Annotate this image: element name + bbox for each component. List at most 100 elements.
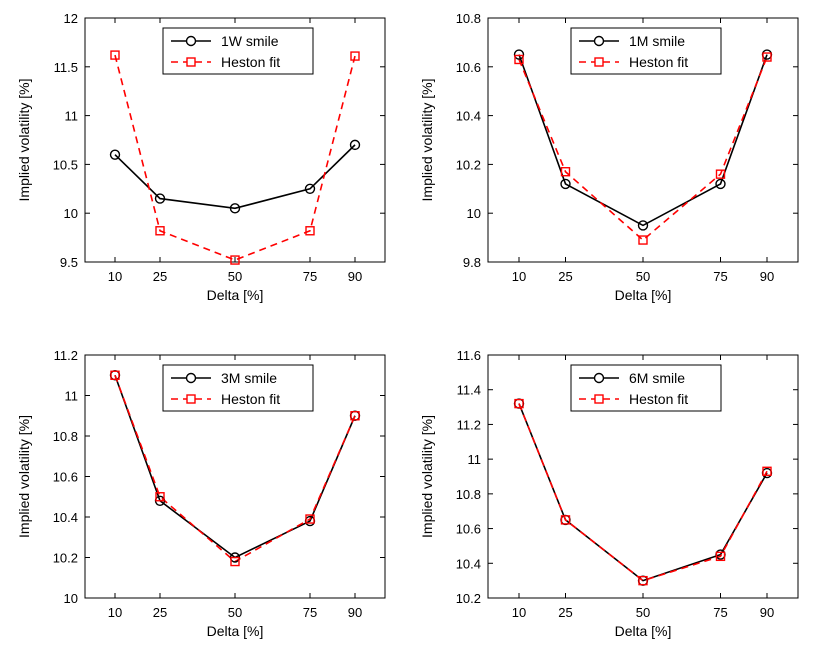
data-point-heston-fit — [514, 54, 524, 65]
legend-label: Heston fit — [629, 391, 688, 407]
y-tick-label: 10.2 — [53, 551, 78, 566]
chart-panel-1: 9.5 10 10.5 11 11.5 12 10 25 50 75 90 Delta [%] Impl… — [16, 11, 386, 303]
y-tick-label: 9.5 — [60, 255, 78, 270]
data-point-heston-fit — [155, 226, 165, 236]
x-tick-label: 50 — [636, 605, 650, 620]
data-point-smile — [715, 178, 726, 190]
x-tick-label: 90 — [348, 605, 362, 620]
y-tick-label: 11.4 — [457, 383, 481, 398]
chart-panel-2: 9.8 10 10.2 10.4 10.6 10.8 10 25 50 75 90 Delta [%]… — [419, 11, 799, 303]
data-point-heston-fit — [350, 411, 360, 421]
y-tick-label: 11 — [65, 109, 79, 124]
x-tick-label: 90 — [348, 269, 362, 284]
legend-marker-circle — [185, 372, 197, 384]
data-point-heston-fit — [762, 52, 772, 62]
y-tick-label: 10.8 — [456, 487, 481, 502]
data-point-heston-fit — [514, 398, 524, 409]
x-tick-label: 75 — [713, 269, 727, 284]
y-tick-label: 10.8 — [456, 11, 481, 26]
data-point-heston-fit — [305, 514, 315, 524]
y-tick-label: 10 — [467, 206, 481, 221]
x-axis-label: Delta [%] — [207, 623, 264, 639]
data-point-heston-fit — [110, 370, 120, 380]
y-axis-label: Implied volatility [%] — [16, 415, 32, 538]
legend-label: 1W smile — [221, 33, 279, 49]
x-tick-label: 25 — [153, 605, 167, 620]
legend-label: 1M smile — [629, 33, 685, 49]
data-point-heston-fit — [715, 551, 726, 562]
y-tick-label: 10.6 — [456, 60, 481, 75]
y-tick-label: 11 — [468, 452, 482, 467]
data-point-heston-fit — [560, 515, 571, 525]
x-tick-label: 90 — [760, 269, 774, 284]
y-tick-label: 9.8 — [463, 255, 481, 270]
x-tick-label: 10 — [512, 605, 526, 620]
x-axis-label: Delta [%] — [207, 287, 264, 303]
legend: 6M smile Heston fit — [570, 364, 722, 412]
y-tick-label: 11.6 — [457, 348, 481, 363]
y-tick-label: 11.2 — [54, 348, 78, 363]
x-tick-label: 25 — [558, 605, 572, 620]
legend-marker-square — [594, 394, 604, 404]
x-tick-label: 75 — [713, 605, 727, 620]
x-tick-label: 10 — [512, 269, 526, 284]
legend-label: Heston fit — [221, 391, 280, 407]
data-point-heston-fit — [638, 575, 648, 586]
data-point-heston-fit — [230, 556, 240, 567]
y-axis-label: Implied volatility [%] — [16, 79, 32, 202]
data-point-smile — [637, 220, 649, 231]
y-axis-label: Implied volatility [%] — [419, 79, 435, 202]
data-point-heston-fit — [560, 167, 571, 177]
x-tick-label: 75 — [303, 605, 317, 620]
legend: 1W smile Heston fit — [162, 27, 314, 75]
y-tick-label: 11 — [65, 389, 79, 404]
data-point-heston-fit — [230, 255, 240, 265]
data-point-heston-fit — [110, 50, 120, 60]
series-line-smile — [518, 54, 768, 227]
y-tick-label: 10.8 — [53, 429, 78, 444]
legend-marker-square — [186, 57, 196, 67]
data-point-heston-fit — [350, 51, 360, 61]
series-line-heston-fit — [518, 56, 768, 242]
x-tick-label: 10 — [108, 605, 122, 620]
y-tick-label: 11.2 — [457, 417, 481, 432]
data-point-smile — [349, 139, 361, 151]
data-point-heston-fit — [715, 169, 726, 179]
series-line-heston-fit — [518, 403, 768, 582]
x-tick-label: 75 — [303, 269, 317, 284]
y-tick-label: 10.2 — [456, 591, 481, 606]
x-axis-label: Delta [%] — [615, 287, 672, 303]
y-tick-label: 10.6 — [53, 470, 78, 485]
series-line-smile — [518, 403, 768, 582]
y-tick-label: 10.6 — [456, 522, 481, 537]
x-tick-label: 50 — [228, 269, 242, 284]
data-point-smile — [109, 149, 121, 160]
legend-label: 6M smile — [629, 370, 685, 386]
data-point-smile — [154, 193, 166, 204]
legend-label: 3M smile — [221, 370, 277, 386]
legend: 1M smile Heston fit — [570, 27, 722, 75]
legend-marker-square — [186, 394, 196, 404]
data-point-heston-fit — [155, 492, 165, 502]
x-tick-label: 25 — [153, 269, 167, 284]
x-tick-label: 10 — [108, 269, 122, 284]
y-tick-label: 11.5 — [54, 60, 78, 75]
y-tick-label: 10.5 — [53, 157, 78, 172]
y-axis-label: Implied volatility [%] — [419, 415, 435, 538]
y-tick-label: 10 — [64, 591, 78, 606]
legend-marker-square — [594, 57, 604, 67]
y-tick-label: 10 — [64, 206, 78, 221]
legend-marker-circle — [185, 35, 197, 47]
data-point-smile — [513, 49, 525, 60]
data-point-smile — [304, 183, 316, 195]
legend-marker-circle — [593, 372, 605, 384]
series-line-heston-fit — [114, 54, 356, 261]
y-tick-label: 10.4 — [53, 510, 78, 525]
legend-label: Heston fit — [629, 54, 688, 70]
y-tick-label: 12 — [64, 11, 78, 26]
chart-panel-4: 10.2 10.4 10.6 10.8 11 11.2 11.4 11.6 10 25 50 75 90… — [419, 348, 799, 639]
x-tick-label: 50 — [228, 605, 242, 620]
data-point-smile — [560, 178, 571, 190]
x-tick-label: 50 — [636, 269, 650, 284]
